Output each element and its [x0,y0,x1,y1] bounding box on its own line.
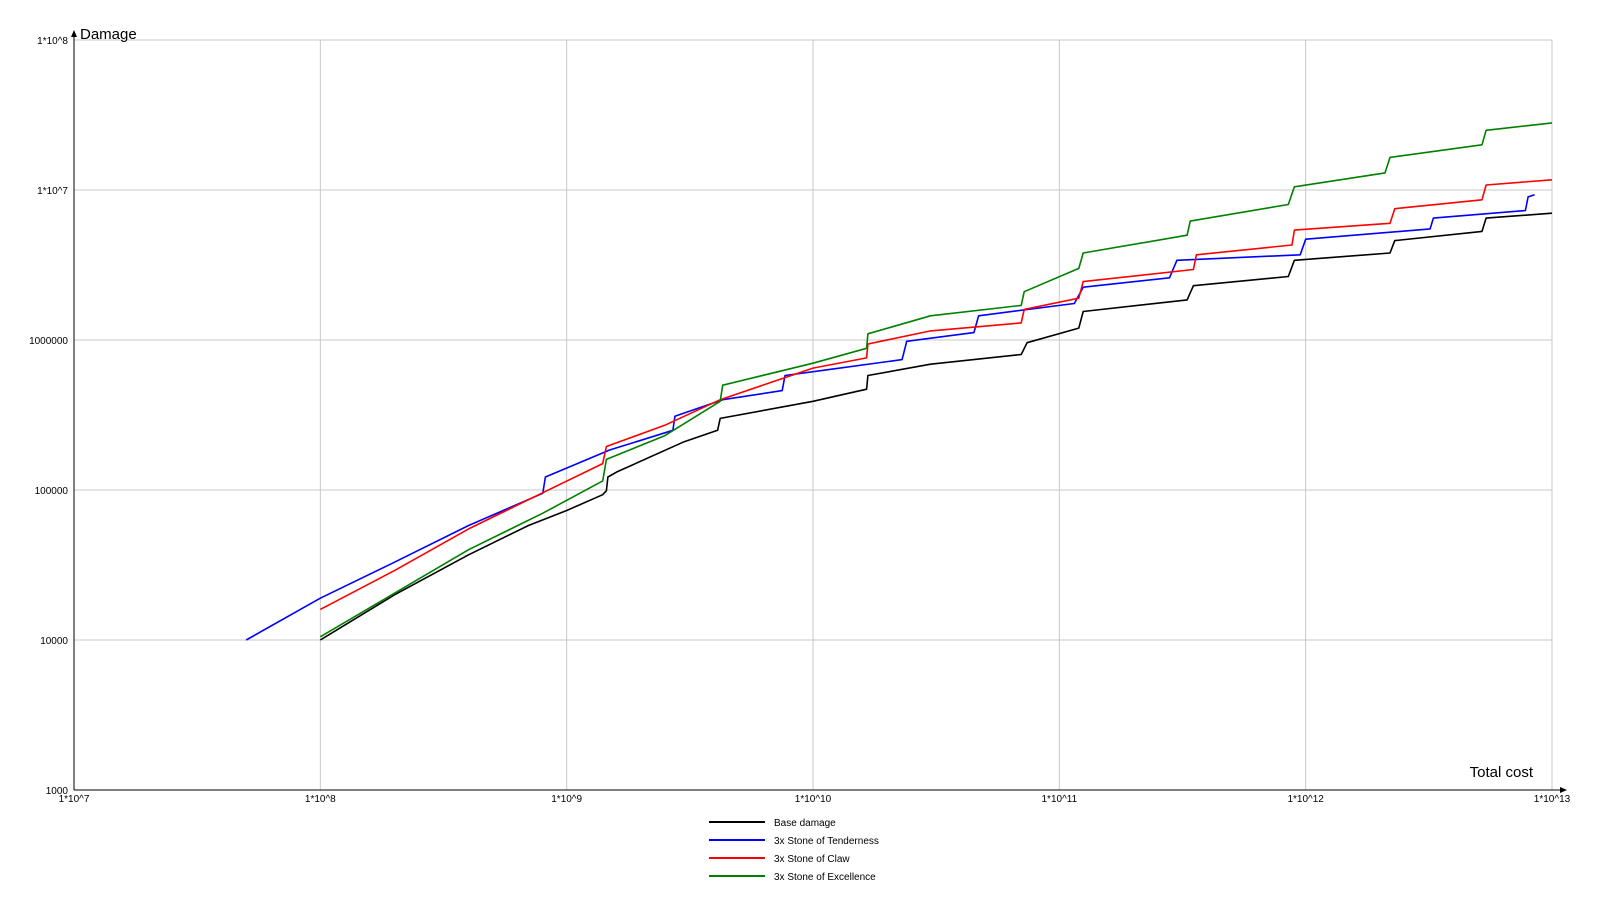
legend-item: Base damage [709,818,836,829]
legend-label: Base damage [774,818,836,829]
y-tick-label: 10000 [40,636,68,647]
y-tick-label: 1000 [46,786,69,797]
y-tick-label: 1000000 [29,336,68,347]
x-axis-title: Total cost [1470,764,1534,781]
legend-item: 3x Stone of Excellence [709,872,876,883]
legend-item: 3x Stone of Claw [709,854,850,865]
series-line-3x-stone-of-claw [319,179,1553,611]
x-tick-label: 1*10^10 [795,794,832,805]
legend: Base damage 3x Stone of Tenderness 3x Ston… [709,818,879,883]
legend-item: 3x Stone of Tenderness [709,836,879,847]
series-line-3x-stone-of-excellence [319,122,1553,638]
legend-label: 3x Stone of Claw [774,854,850,865]
x-tick-label: 1*10^13 [1534,794,1571,805]
series-lines [245,122,1553,641]
series-line-base-damage [319,212,1553,641]
y-tick-label: 100000 [35,486,69,497]
series-line-3x-stone-of-tenderness [245,193,1535,641]
x-axis-arrow [1560,787,1567,793]
y-axis-title: Damage [80,26,137,43]
y-tick-label: 1*10^8 [37,36,68,47]
axes [71,30,1567,793]
grid [74,39,1553,790]
legend-label: 3x Stone of Excellence [774,872,876,883]
x-tick-label: 1*10^7 [59,794,90,805]
y-tick-label: 1*10^7 [37,186,68,197]
x-tick-label: 1*10^8 [305,794,336,805]
x-tick-label: 1*10^12 [1287,794,1324,805]
y-axis-arrow [71,30,77,37]
x-tick-label: 1*10^9 [551,794,582,805]
legend-label: 3x Stone of Tenderness [774,836,879,847]
x-tick-label: 1*10^11 [1042,794,1078,805]
tick-labels: 1*10^7 1*10^8 1*10^9 1*10^10 1*10^11 1*10^12 1… [29,36,1571,805]
